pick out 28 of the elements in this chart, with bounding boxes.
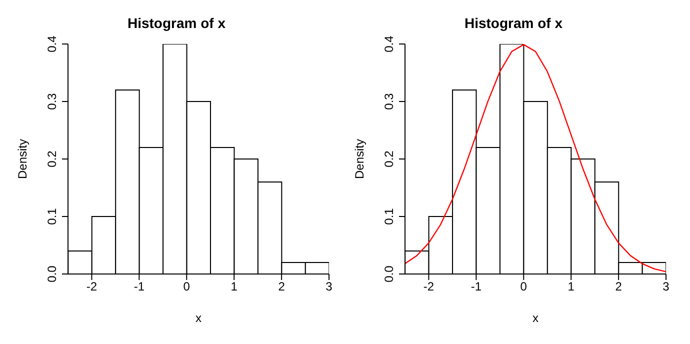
x-tick-label: -2 (86, 280, 98, 294)
x-axis-title: x (196, 311, 202, 325)
x-tick-label: 3 (662, 280, 670, 294)
y-tick-label: 0.3 (45, 92, 59, 110)
y-tick-label: 0.2 (382, 150, 396, 168)
y-tick-label: 0.0 (382, 265, 396, 282)
x-tick-label: 1 (568, 280, 575, 294)
y-tick-label: 0.2 (45, 150, 59, 168)
y-tick-label: 0.1 (45, 208, 59, 225)
x-tick-label: 3 (326, 280, 333, 294)
y-tick-label: 0.4 (382, 35, 396, 52)
x-axis-title: x (532, 311, 538, 325)
x-tick-label: -2 (423, 280, 434, 294)
y-tick-label: 0.0 (45, 265, 59, 282)
y-tick-label: 0.4 (45, 35, 59, 52)
y-tick-label: 0.1 (382, 208, 396, 225)
x-tick-label: 1 (230, 280, 238, 294)
y-axis-title: Density (15, 138, 30, 180)
y-tick-label: 0.3 (382, 92, 396, 110)
y-axis-title: Density (352, 138, 366, 180)
chart-title: Histogram of x (463, 14, 564, 33)
x-tick-label: 2 (278, 280, 286, 294)
x-tick-label: 2 (615, 280, 622, 294)
x-tick-label: 0 (183, 280, 190, 294)
x-tick-label: -1 (134, 280, 145, 294)
x-tick-label: -1 (470, 280, 482, 294)
x-tick-label: 0 (520, 280, 528, 294)
chart-title: Histogram of x (126, 14, 226, 33)
